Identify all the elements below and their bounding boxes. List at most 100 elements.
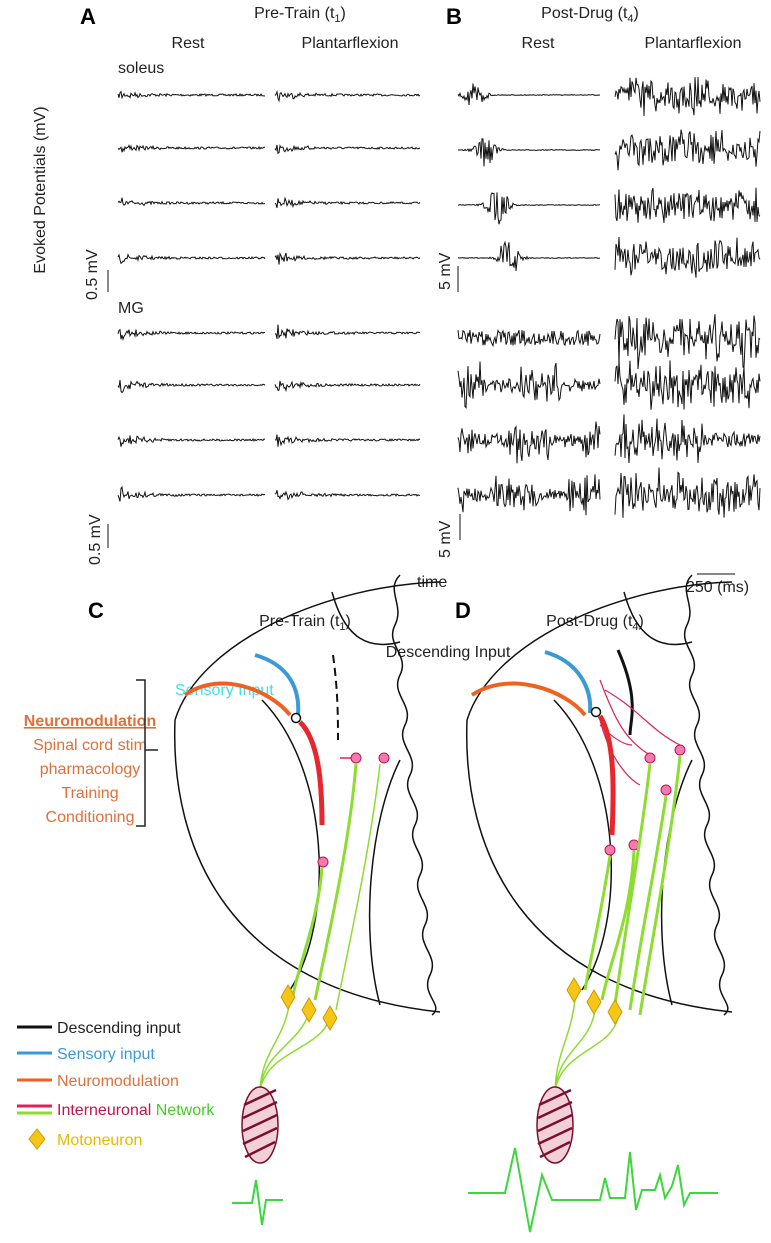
- panel-letter: D: [455, 598, 471, 623]
- interneuron: [317, 856, 329, 868]
- descending-fiber: [616, 649, 634, 736]
- network-fiber: [291, 867, 324, 996]
- emg-trace: [457, 361, 601, 409]
- emg-trace: [614, 360, 761, 410]
- motoneuron: [280, 984, 338, 1031]
- interneuron: [644, 752, 656, 764]
- legend-label: Sensory input: [57, 1046, 155, 1063]
- title-sub: 1: [334, 13, 340, 25]
- emg-trace: [274, 89, 421, 103]
- sensory-neuron: [590, 706, 602, 718]
- neuromod-item: Spinal cord stim: [33, 737, 147, 754]
- neuromod-fiber: [470, 681, 587, 717]
- muscle-label: soleus: [118, 60, 164, 77]
- cord-outline: [173, 719, 441, 1013]
- sensory-fiber: [254, 653, 301, 716]
- cord-edge: [392, 574, 437, 1016]
- emg-trace: [232, 1179, 283, 1226]
- legend-label: Interneuronal Network: [57, 1102, 215, 1119]
- muscle-hatch: [242, 1088, 278, 1159]
- interneuron: [604, 844, 616, 856]
- scale-label: 0.5 mV: [87, 514, 104, 565]
- emg-trace: [457, 83, 601, 105]
- column-label: Rest: [172, 35, 205, 52]
- legend-part: Network: [156, 1102, 216, 1119]
- muscle-label: MG: [118, 300, 144, 317]
- title-sub: 1: [339, 621, 345, 633]
- interneuron: [350, 752, 362, 764]
- inhibitory-link: [599, 679, 681, 786]
- muscle-hatch: [537, 1088, 573, 1159]
- title-text: Post-Drug (t: [546, 613, 633, 630]
- y-axis-label: Evoked Potentials (mV): [32, 106, 49, 273]
- panel-letter: B: [446, 4, 462, 29]
- title-sub: 4: [632, 621, 638, 633]
- emg-trace: [274, 434, 421, 447]
- legend-label: Neuromodulation: [57, 1073, 179, 1090]
- spinal-cord: [173, 574, 441, 1016]
- emg-trace: [117, 144, 266, 153]
- neuromod-item: Conditioning: [46, 809, 135, 826]
- emg-trace: [614, 314, 761, 370]
- interneuron-axon: [298, 720, 325, 826]
- emg-trace: [117, 90, 266, 100]
- emg-trace: [274, 144, 421, 155]
- legend-label: Descending input: [57, 1020, 181, 1037]
- interneuron: [674, 744, 686, 756]
- emg-trace: [274, 196, 421, 209]
- sensory-fiber: [544, 650, 593, 714]
- emg-trace: [614, 129, 761, 171]
- network-fiber: [583, 755, 682, 1016]
- title-end: ): [346, 613, 351, 630]
- neuromod-heading: Neuromodulation: [24, 713, 156, 730]
- emg-trace: [275, 324, 421, 340]
- network-fiber: [335, 763, 381, 1011]
- grey-matter: [331, 591, 401, 646]
- bracket: [136, 679, 158, 827]
- interneuron: [660, 784, 672, 796]
- interneuron: [378, 752, 390, 764]
- emg-trace: [274, 251, 421, 265]
- motoneuron: [566, 977, 623, 1025]
- descending-fiber: [332, 654, 339, 741]
- interneuron-axon: [597, 714, 616, 836]
- emg-trace: [117, 197, 266, 207]
- title-end: ): [341, 5, 346, 22]
- emg-trace: [457, 240, 601, 271]
- emg-trace: [457, 329, 601, 348]
- network-fiber: [313, 763, 358, 1001]
- emg-trace: [117, 379, 266, 394]
- emg-trace: [468, 1147, 718, 1233]
- scale-label: 5 mV: [437, 520, 454, 558]
- legend-part: Interneuronal: [57, 1102, 151, 1119]
- emg-trace: [614, 467, 761, 518]
- title-sub: 4: [627, 13, 633, 25]
- title-text: Pre-Train (t: [254, 5, 335, 22]
- emg-trace: [614, 76, 761, 117]
- emg-trace: [457, 138, 601, 167]
- panel-title: Post-Drug (t4): [541, 5, 639, 25]
- emg-trace: [457, 192, 601, 225]
- scale-label: 0.5 mV: [84, 249, 101, 300]
- title-text: Post-Drug (t: [541, 5, 628, 22]
- emg-trace: [274, 490, 421, 501]
- emg-trace: [614, 236, 761, 278]
- grey-matter: [368, 759, 401, 1006]
- circuit: [468, 649, 718, 1233]
- motor-axon: [554, 999, 619, 1091]
- column-label: Plantarflexion: [645, 35, 742, 52]
- neuromod-item: Training: [61, 785, 118, 802]
- panel-title: Pre-Train (t1): [254, 5, 346, 25]
- title-end: ): [634, 5, 639, 22]
- panel-letter: C: [88, 598, 104, 623]
- emg-trace: [457, 474, 601, 516]
- emg-trace: [117, 328, 265, 341]
- title-text: Pre-Train (t: [259, 613, 340, 630]
- panel-title: Pre-Train (t1): [259, 613, 351, 633]
- panel-letter: A: [80, 4, 96, 29]
- time-scale-label: 250 (ms): [686, 579, 749, 596]
- emg-trace: [274, 380, 421, 393]
- column-label: Rest: [522, 35, 555, 52]
- emg-trace: [614, 414, 761, 464]
